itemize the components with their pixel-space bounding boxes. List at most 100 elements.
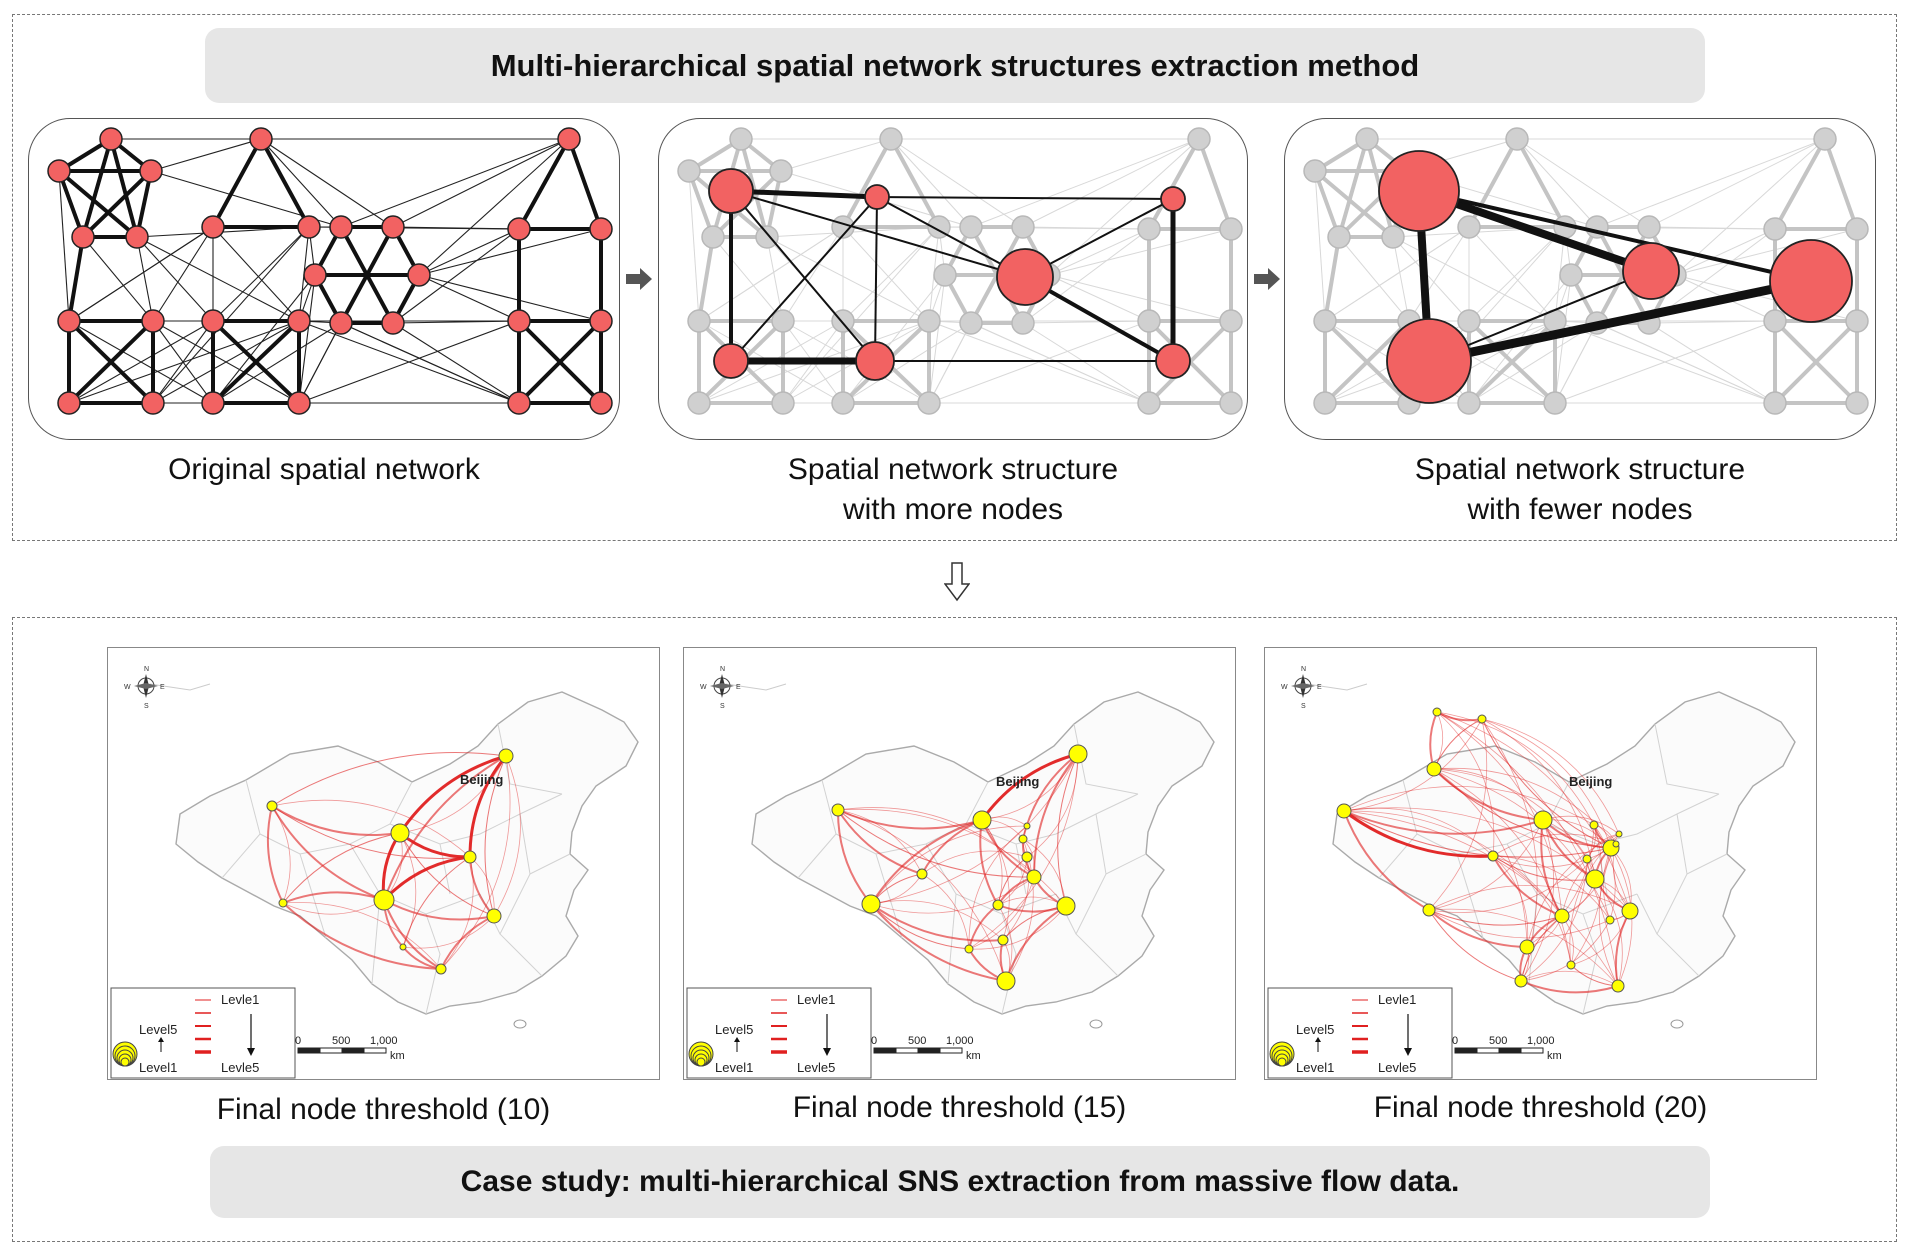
network-edge [211, 138, 263, 228]
network-node [407, 263, 431, 287]
scale-segment [1498, 1047, 1522, 1054]
network-edge [81, 169, 153, 239]
network-node [1763, 217, 1787, 241]
right-arrow-icon [1254, 268, 1280, 290]
province-border [797, 833, 837, 879]
city-node [972, 810, 992, 830]
compass-icon: N S E W [124, 666, 165, 710]
network-edge [1468, 226, 1566, 322]
scale-unit: km [1547, 1050, 1562, 1062]
network-edge [1408, 226, 1470, 322]
flow-line [1343, 718, 1483, 812]
compass-needle [1291, 683, 1315, 689]
flow-line [1481, 718, 1612, 849]
network-edge [928, 322, 972, 404]
network-edge [766, 236, 930, 322]
network-edge [392, 138, 570, 228]
network-edge [152, 226, 310, 404]
flow-line [1428, 858, 1588, 913]
network-edge [260, 138, 394, 228]
province-border [1546, 793, 1720, 845]
compass-needle [710, 683, 734, 689]
network-edge [1197, 138, 1233, 230]
network-edge [81, 138, 113, 238]
network-edge [1648, 322, 1776, 404]
network-node [729, 127, 753, 151]
city-node [997, 934, 1009, 946]
province-border [947, 893, 957, 985]
network-node [771, 391, 795, 415]
network-node [1313, 391, 1337, 415]
province-border [1596, 843, 1608, 895]
flow-line [968, 876, 1035, 950]
scale-segment [341, 1047, 365, 1054]
city-node [1605, 915, 1615, 925]
flow-line [383, 755, 507, 901]
city-node [1487, 850, 1499, 862]
network-edge [970, 322, 1150, 404]
flow-line [1492, 847, 1612, 868]
flow-line [1005, 905, 1067, 982]
network-edge [152, 226, 214, 322]
panel-fewer-nodes [1284, 118, 1876, 440]
flow-line [282, 902, 442, 970]
flow-line [1343, 786, 1595, 826]
island-hainan [513, 1019, 527, 1029]
flow-line [1481, 718, 1596, 880]
flow-line [282, 902, 442, 970]
scale-tick-500: 500 [908, 1035, 926, 1047]
network-edge [928, 274, 946, 404]
network-edge [1674, 228, 1858, 276]
city-node [390, 823, 410, 843]
flow-line [1570, 824, 1603, 966]
china-outline [751, 691, 1215, 1015]
flow-line [1428, 909, 1611, 939]
flow-line [1436, 711, 1619, 987]
flow-line [1481, 718, 1620, 835]
network-node [141, 391, 165, 415]
network-edge [68, 320, 300, 404]
compass-letter: E [1317, 684, 1322, 691]
network-edge [1392, 236, 1410, 322]
structure-edge [730, 190, 876, 362]
map-layer: Beijing [1306, 683, 1796, 1029]
network-node [71, 225, 95, 249]
network-edge [67, 236, 85, 322]
network-node [917, 391, 941, 415]
network-edge [1048, 228, 1150, 276]
flow-line [1492, 855, 1611, 921]
flow-line [1540, 819, 1563, 917]
city-node [498, 748, 514, 764]
network-node [507, 391, 531, 415]
network-edge [842, 226, 930, 322]
city-node [1611, 979, 1625, 993]
flow-line [1436, 711, 1595, 826]
flow-line [837, 809, 1035, 878]
legend-edge-top: Levle1 [221, 992, 259, 1007]
network-node [1381, 225, 1405, 249]
flow-line [870, 903, 1004, 942]
network-node [141, 309, 165, 333]
flow-line [968, 905, 1067, 950]
caption-original-network: Original spatial network [168, 453, 480, 486]
scale-tick-1000: 1,000 [370, 1035, 398, 1047]
network-edge [1147, 138, 1201, 230]
city-node [1426, 761, 1442, 777]
china-flow-map: Beijing N S E W Levle1 Levle5 Level5 Level1 0 500 1… [1267, 666, 1796, 1079]
city-node [996, 971, 1016, 991]
legend-arrowhead [734, 1037, 740, 1042]
network-node [297, 215, 321, 239]
flow-line [870, 903, 1007, 982]
structure-edge [1418, 189, 1812, 283]
flow-line [271, 805, 401, 836]
network-node [1355, 127, 1379, 151]
network-node [1219, 391, 1243, 415]
city-node [1023, 822, 1031, 830]
network-edge [1773, 319, 1859, 405]
flow-line [981, 753, 1079, 821]
flow-line [870, 903, 970, 950]
scale-segment [319, 1047, 343, 1054]
network-node [879, 127, 903, 151]
city-label-beijing: Beijing [996, 774, 1039, 789]
network-node [201, 215, 225, 239]
